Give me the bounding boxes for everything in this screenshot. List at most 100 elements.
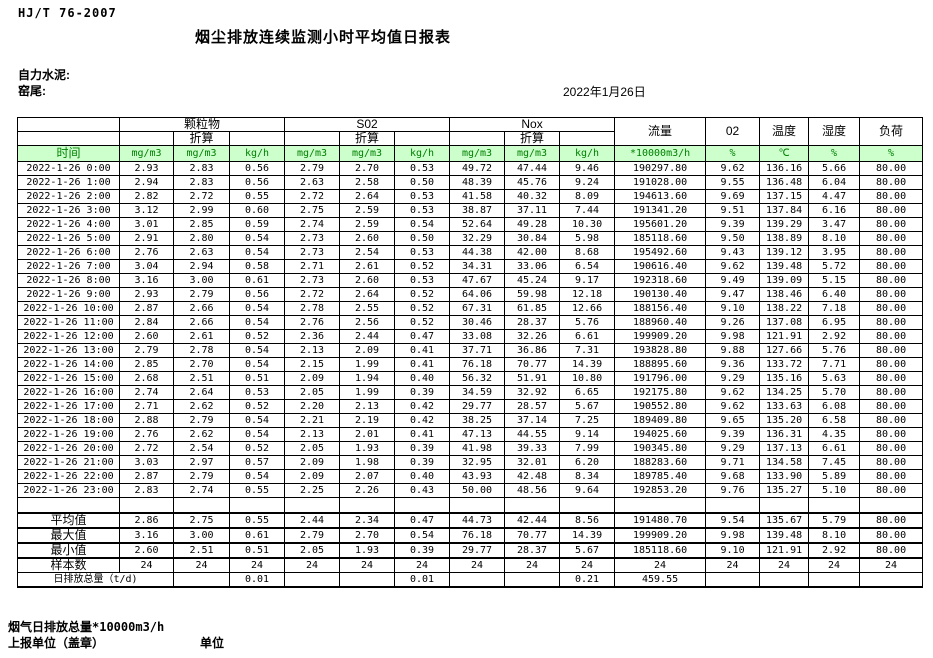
value-cell: 7.25 xyxy=(559,413,616,428)
value-cell: 2.15 xyxy=(284,357,341,372)
value-cell: 2.20 xyxy=(284,399,341,414)
value-cell: 24 xyxy=(173,557,230,573)
value-cell: 3.12 xyxy=(119,203,174,218)
time-cell: 2022-1-26 10:00 xyxy=(17,301,120,316)
value-cell: 0.54 xyxy=(394,527,451,544)
value-cell: 9.62 xyxy=(705,161,761,176)
value-cell: 42.44 xyxy=(504,512,561,529)
corner-cell xyxy=(17,117,120,132)
value-cell: 80.00 xyxy=(859,413,924,428)
header-humidity: 湿度 xyxy=(808,117,861,146)
value-cell: 2.62 xyxy=(173,427,230,442)
value-cell: 80.00 xyxy=(859,273,924,288)
blank-cell xyxy=(17,131,120,146)
value-cell: 2.05 xyxy=(284,441,341,456)
unit-label: 单位 xyxy=(200,636,225,650)
value-cell: 2.76 xyxy=(119,245,174,260)
value-cell: 9.98 xyxy=(705,527,761,544)
value-cell: 0.39 xyxy=(394,385,451,400)
value-cell: 37.14 xyxy=(504,413,561,428)
value-cell: 80.00 xyxy=(859,542,924,559)
value-cell: 9.29 xyxy=(705,371,761,386)
value-cell: 192318.60 xyxy=(614,273,707,288)
table-row: 2022-1-26 17:00 2.71 2.62 0.52 2.20 2.13 0.42 2… xyxy=(17,399,924,414)
value-cell: 0.54 xyxy=(228,413,286,428)
value-cell: 139.09 xyxy=(759,273,810,288)
value-cell xyxy=(339,572,396,588)
blank-cell xyxy=(614,497,707,514)
value-cell: 0.42 xyxy=(394,413,451,428)
value-cell: 44.55 xyxy=(504,427,561,442)
value-cell: 0.41 xyxy=(394,343,451,358)
value-cell: 24 xyxy=(705,557,761,573)
unit-cell: % xyxy=(808,145,861,162)
value-cell: 199909.20 xyxy=(614,329,707,344)
value-cell: 61.85 xyxy=(504,301,561,316)
time-cell: 2022-1-26 6:00 xyxy=(17,245,120,260)
value-cell: 80.00 xyxy=(859,329,924,344)
value-cell: 0.21 xyxy=(559,572,616,588)
value-cell: 2.88 xyxy=(119,413,174,428)
value-cell: 121.91 xyxy=(759,542,810,559)
value-cell: 80.00 xyxy=(859,189,924,204)
value-cell: 2.78 xyxy=(284,301,341,316)
value-cell: 9.49 xyxy=(705,273,761,288)
value-cell: 199909.20 xyxy=(614,527,707,544)
value-cell: 0.51 xyxy=(228,542,286,559)
value-cell: 188960.40 xyxy=(614,315,707,330)
value-cell: 191480.70 xyxy=(614,512,707,529)
value-cell: 5.10 xyxy=(808,483,861,498)
header-converted-pm: 折算 xyxy=(173,131,230,146)
value-cell: 3.16 xyxy=(119,273,174,288)
value-cell xyxy=(173,572,230,588)
value-cell: 0.54 xyxy=(228,469,286,484)
summary-label: 最大值 xyxy=(17,527,120,544)
value-cell: 30.84 xyxy=(504,231,561,246)
value-cell: 1.98 xyxy=(339,455,396,470)
time-cell: 2022-1-26 9:00 xyxy=(17,287,120,302)
value-cell: 2.79 xyxy=(173,287,230,302)
value-cell: 0.39 xyxy=(394,455,451,470)
value-cell: 9.47 xyxy=(705,287,761,302)
value-cell: 2.83 xyxy=(119,483,174,498)
value-cell: 67.31 xyxy=(449,301,506,316)
value-cell: 70.77 xyxy=(504,527,561,544)
header-o2: 02 xyxy=(705,117,761,146)
value-cell: 0.54 xyxy=(228,245,286,260)
value-cell: 2.64 xyxy=(339,189,396,204)
value-cell: 134.25 xyxy=(759,385,810,400)
value-cell: 2.64 xyxy=(339,287,396,302)
value-cell: 0.54 xyxy=(228,357,286,372)
value-cell: 2.55 xyxy=(339,301,396,316)
value-cell: 8.10 xyxy=(808,231,861,246)
value-cell: 9.62 xyxy=(705,385,761,400)
value-cell: 2.85 xyxy=(173,217,230,232)
header-time: 时间 xyxy=(17,145,120,162)
value-cell: 2.73 xyxy=(284,245,341,260)
value-cell: 0.61 xyxy=(228,527,286,544)
time-cell: 2022-1-26 5:00 xyxy=(17,231,120,246)
value-cell: 2.13 xyxy=(284,343,341,358)
value-cell: 24 xyxy=(394,557,451,573)
value-cell: 9.76 xyxy=(705,483,761,498)
value-cell: 7.18 xyxy=(808,301,861,316)
time-cell: 2022-1-26 17:00 xyxy=(17,399,120,414)
value-cell: 5.66 xyxy=(808,161,861,176)
value-cell: 2.74 xyxy=(284,217,341,232)
time-cell: 2022-1-26 4:00 xyxy=(17,217,120,232)
daily-total-label: 日排放总量（t/d) xyxy=(17,572,174,588)
value-cell: 6.65 xyxy=(559,385,616,400)
value-cell: 2.60 xyxy=(119,329,174,344)
value-cell: 33.06 xyxy=(504,259,561,274)
blank-cell xyxy=(759,497,810,514)
value-cell: 80.00 xyxy=(859,231,924,246)
value-cell xyxy=(504,572,561,588)
value-cell: 0.55 xyxy=(228,189,286,204)
blank-cell xyxy=(449,497,506,514)
blank-cell xyxy=(228,497,286,514)
value-cell: 80.00 xyxy=(859,343,924,358)
value-cell: 0.55 xyxy=(228,483,286,498)
value-cell: 195492.60 xyxy=(614,245,707,260)
value-cell: 80.00 xyxy=(859,315,924,330)
time-cell: 2022-1-26 22:00 xyxy=(17,469,120,484)
